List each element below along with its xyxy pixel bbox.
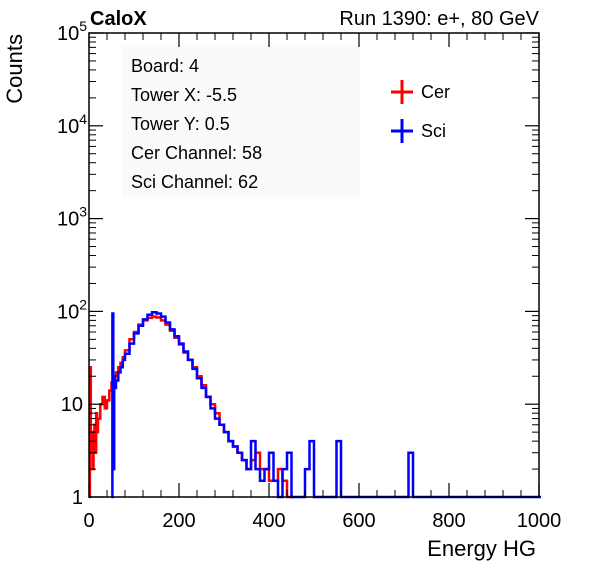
info-tower-x: Tower X: -5.5 bbox=[131, 85, 237, 105]
x-axis-label: Energy HG bbox=[427, 536, 536, 561]
y-tick-label: 1 bbox=[72, 487, 83, 509]
y-tick-label: 104 bbox=[57, 111, 87, 138]
x-tick-label: 0 bbox=[83, 510, 94, 532]
legend-cer-marker bbox=[391, 80, 413, 104]
legend: Cer Sci bbox=[391, 80, 450, 143]
series-sci-line bbox=[111, 310, 541, 499]
y-axis-ticks: 1 10 102 103 104 105 bbox=[57, 18, 539, 509]
y-tick-label: 105 bbox=[57, 18, 87, 45]
y-tick-label: 102 bbox=[57, 296, 87, 323]
y-axis-label: Counts bbox=[2, 34, 27, 104]
x-tick-label: 200 bbox=[162, 510, 195, 532]
x-tick-label: 400 bbox=[252, 510, 285, 532]
header-left-title: CaloX bbox=[90, 8, 147, 30]
legend-sci-marker bbox=[391, 119, 413, 143]
legend-cer-label: Cer bbox=[421, 82, 450, 102]
info-cer-channel: Cer Channel: 58 bbox=[131, 143, 262, 163]
x-tick-label: 1000 bbox=[517, 510, 562, 532]
x-tick-label: 800 bbox=[432, 510, 465, 532]
x-axis-ticks: 0 200 400 600 800 1000 bbox=[83, 33, 561, 532]
series-layer bbox=[88, 310, 541, 499]
info-box bbox=[122, 45, 360, 197]
info-board: Board: 4 bbox=[131, 56, 199, 76]
plot-frame bbox=[88, 32, 540, 498]
legend-sci-label: Sci bbox=[421, 121, 446, 141]
y-tick-label: 103 bbox=[57, 204, 87, 231]
info-tower-y: Tower Y: 0.5 bbox=[131, 114, 230, 134]
header-right-title: Run 1390: e+, 80 GeV bbox=[339, 8, 539, 30]
y-tick-label: 10 bbox=[61, 394, 83, 416]
x-tick-label: 600 bbox=[342, 510, 375, 532]
info-sci-channel: Sci Channel: 62 bbox=[131, 172, 258, 192]
